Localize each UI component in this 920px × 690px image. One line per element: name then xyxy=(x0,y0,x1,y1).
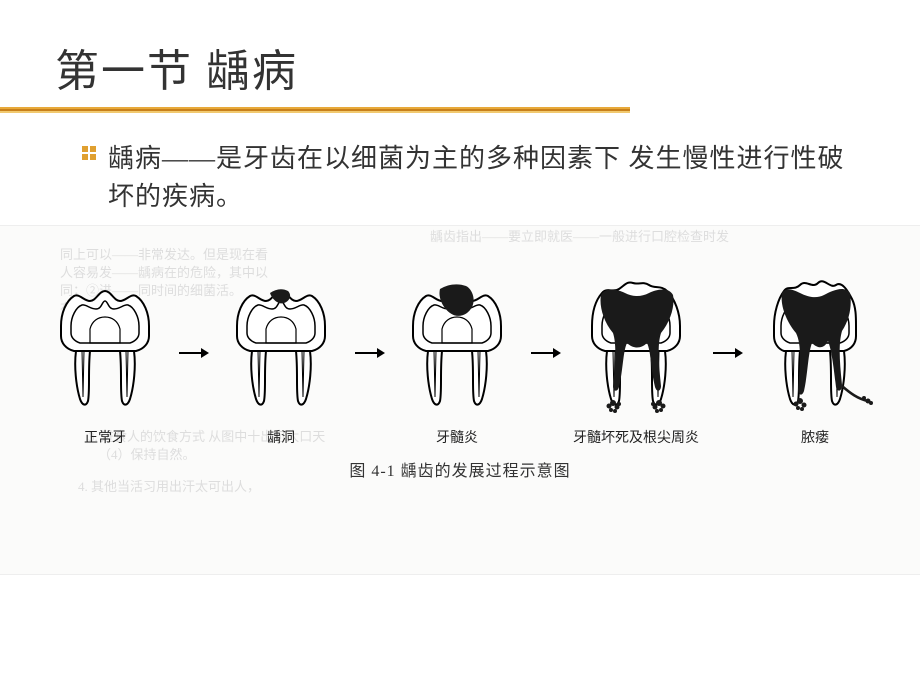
arrow-wrap xyxy=(177,350,209,368)
arrow-icon xyxy=(529,343,561,363)
diagram-area: 龋齿指出——要立即就医——一般进行口腔检查时发同上可以——非常发达。但是现在看人… xyxy=(0,225,920,575)
tooth-stage-label: 脓瘘 xyxy=(801,427,829,447)
tooth-stage-icon xyxy=(46,271,164,421)
tooth-stage-icon xyxy=(577,271,695,421)
ghost-line: 同上可以——非常发达。但是现在看 xyxy=(60,244,268,263)
arrow-wrap xyxy=(711,350,743,368)
arrow-icon xyxy=(711,343,743,363)
tooth-stage-icon xyxy=(222,271,340,421)
tooth-progression-row: 正常牙 龋洞 牙髓炎 xyxy=(0,271,920,447)
bullet-icon xyxy=(80,140,100,174)
arrow-wrap xyxy=(353,350,385,368)
tooth-stage: 牙髓炎 xyxy=(397,271,517,447)
tooth-stage-icon xyxy=(756,271,874,421)
tooth-stage-icon xyxy=(398,271,516,421)
title-underline xyxy=(0,107,630,113)
tooth-stage-label: 正常牙 xyxy=(84,427,126,447)
tooth-stage: 脓瘘 xyxy=(755,271,875,447)
slide-title: 第一节 龋病 xyxy=(0,0,920,99)
tooth-stage-label: 牙髓炎 xyxy=(436,427,478,447)
tooth-stage-label: 牙髓坏死及根尖周炎 xyxy=(573,427,699,447)
bullet-text: 龋病——是牙齿在以细菌为主的多种因素下 发生慢性进行性破坏的疾病。 xyxy=(108,140,865,216)
bullet-block: 龋病——是牙齿在以细菌为主的多种因素下 发生慢性进行性破坏的疾病。 xyxy=(0,118,920,216)
arrow-wrap xyxy=(529,350,561,368)
tooth-stage: 龋洞 xyxy=(221,271,341,447)
figure-caption: 图 4-1 龋齿的发展过程示意图 xyxy=(0,457,920,481)
tooth-stage: 正常牙 xyxy=(45,271,165,447)
arrow-icon xyxy=(353,343,385,363)
tooth-stage: 牙髓坏死及根尖周炎 xyxy=(573,271,699,447)
ghost-line: 龋齿指出——要立即就医——一般进行口腔检查时发 xyxy=(430,226,729,245)
arrow-icon xyxy=(177,343,209,363)
tooth-stage-label: 龋洞 xyxy=(267,427,295,447)
